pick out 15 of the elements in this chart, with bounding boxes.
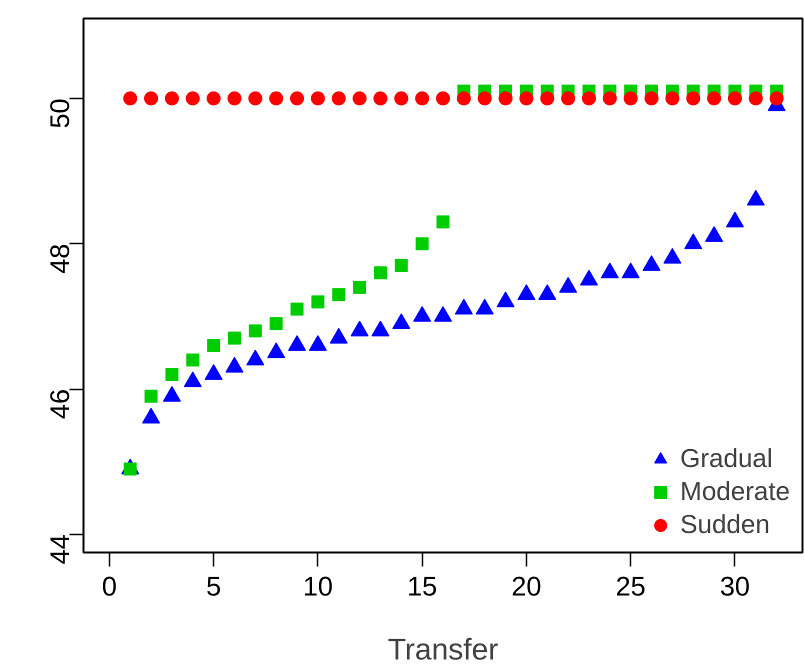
x-tick-label: 15 [407, 572, 438, 602]
legend-label: Moderate [680, 476, 790, 507]
y-tick-label: 50 [45, 98, 75, 128]
y-tick-label: 44 [45, 534, 75, 564]
y-tick-label: 48 [45, 244, 75, 274]
legend-label: Gradual [680, 443, 773, 474]
x-tick-label: 25 [616, 572, 646, 602]
x-tick-label: 0 [102, 572, 117, 602]
x-axis-title: Transfer [388, 634, 498, 666]
x-tick-label: 5 [206, 572, 222, 602]
y-tick-label: 46 [45, 389, 75, 420]
legend-label: Sudden [680, 509, 770, 540]
x-tick-label: 30 [720, 572, 750, 602]
x-tick-label: 20 [511, 572, 542, 602]
x-tick-label: 10 [302, 572, 333, 602]
